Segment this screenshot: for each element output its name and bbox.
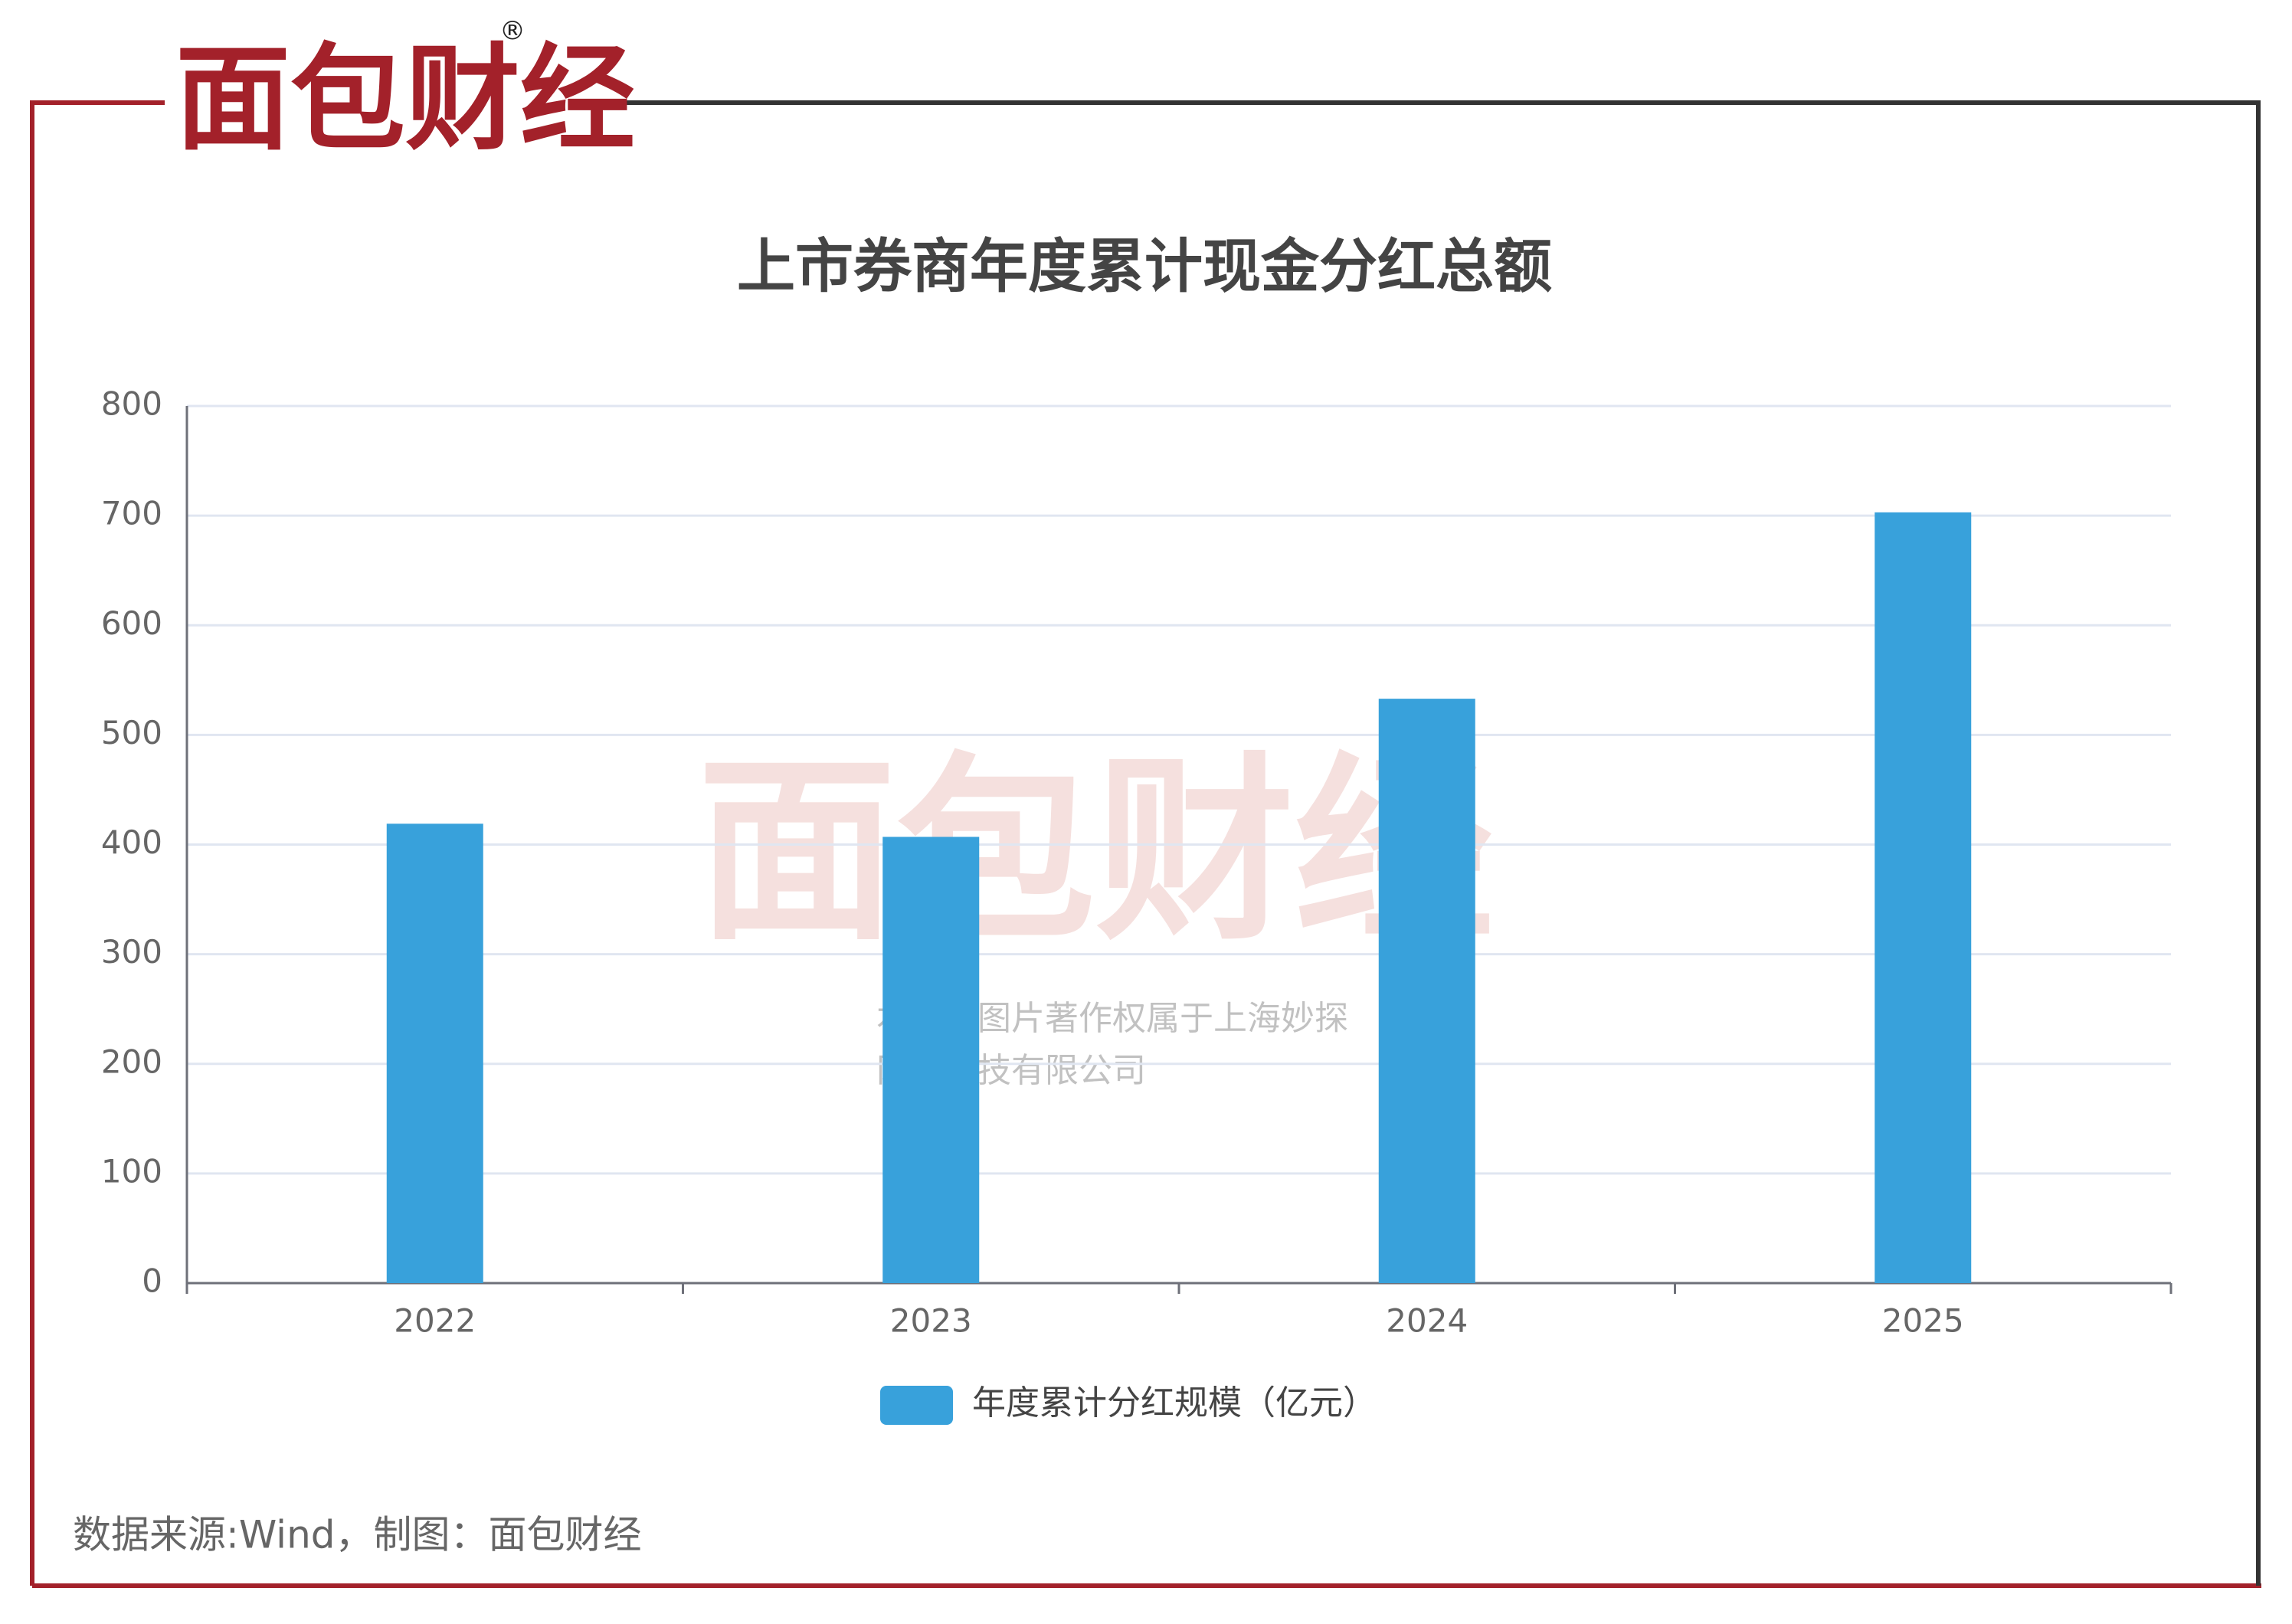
legend-swatch xyxy=(880,1386,953,1425)
bar xyxy=(386,823,483,1283)
x-tick-label: 2023 xyxy=(890,1302,972,1340)
y-tick-label: 300 xyxy=(101,933,162,971)
frame-left xyxy=(30,100,165,1586)
y-tick-label: 600 xyxy=(101,604,162,642)
y-tick-label: 100 xyxy=(101,1152,162,1190)
bar xyxy=(1875,512,1972,1283)
frame-top-right xyxy=(613,100,2261,1586)
bar xyxy=(882,837,980,1283)
y-tick-label: 700 xyxy=(101,495,162,532)
y-tick-label: 500 xyxy=(101,714,162,751)
registered-mark: ® xyxy=(499,16,526,47)
y-tick-label: 200 xyxy=(101,1043,162,1080)
y-tick-label: 800 xyxy=(101,385,162,423)
chart-title: 上市券商年度累计现金分红总额 xyxy=(737,232,1552,300)
y-tick-label: 0 xyxy=(142,1262,162,1300)
x-tick-label: 2024 xyxy=(1386,1302,1468,1340)
x-tick-label: 2025 xyxy=(1882,1302,1964,1340)
bar xyxy=(1378,699,1475,1283)
x-tick-label: 2022 xyxy=(394,1302,476,1340)
y-tick-label: 400 xyxy=(101,823,162,861)
legend-label: 年度累计分红规模（亿元） xyxy=(972,1383,1377,1423)
logo: 面包财经 xyxy=(175,33,635,166)
watermark-logo: 面包财经 xyxy=(697,736,1494,968)
source-note: 数据来源:Wind，制图：面包财经 xyxy=(73,1513,642,1557)
